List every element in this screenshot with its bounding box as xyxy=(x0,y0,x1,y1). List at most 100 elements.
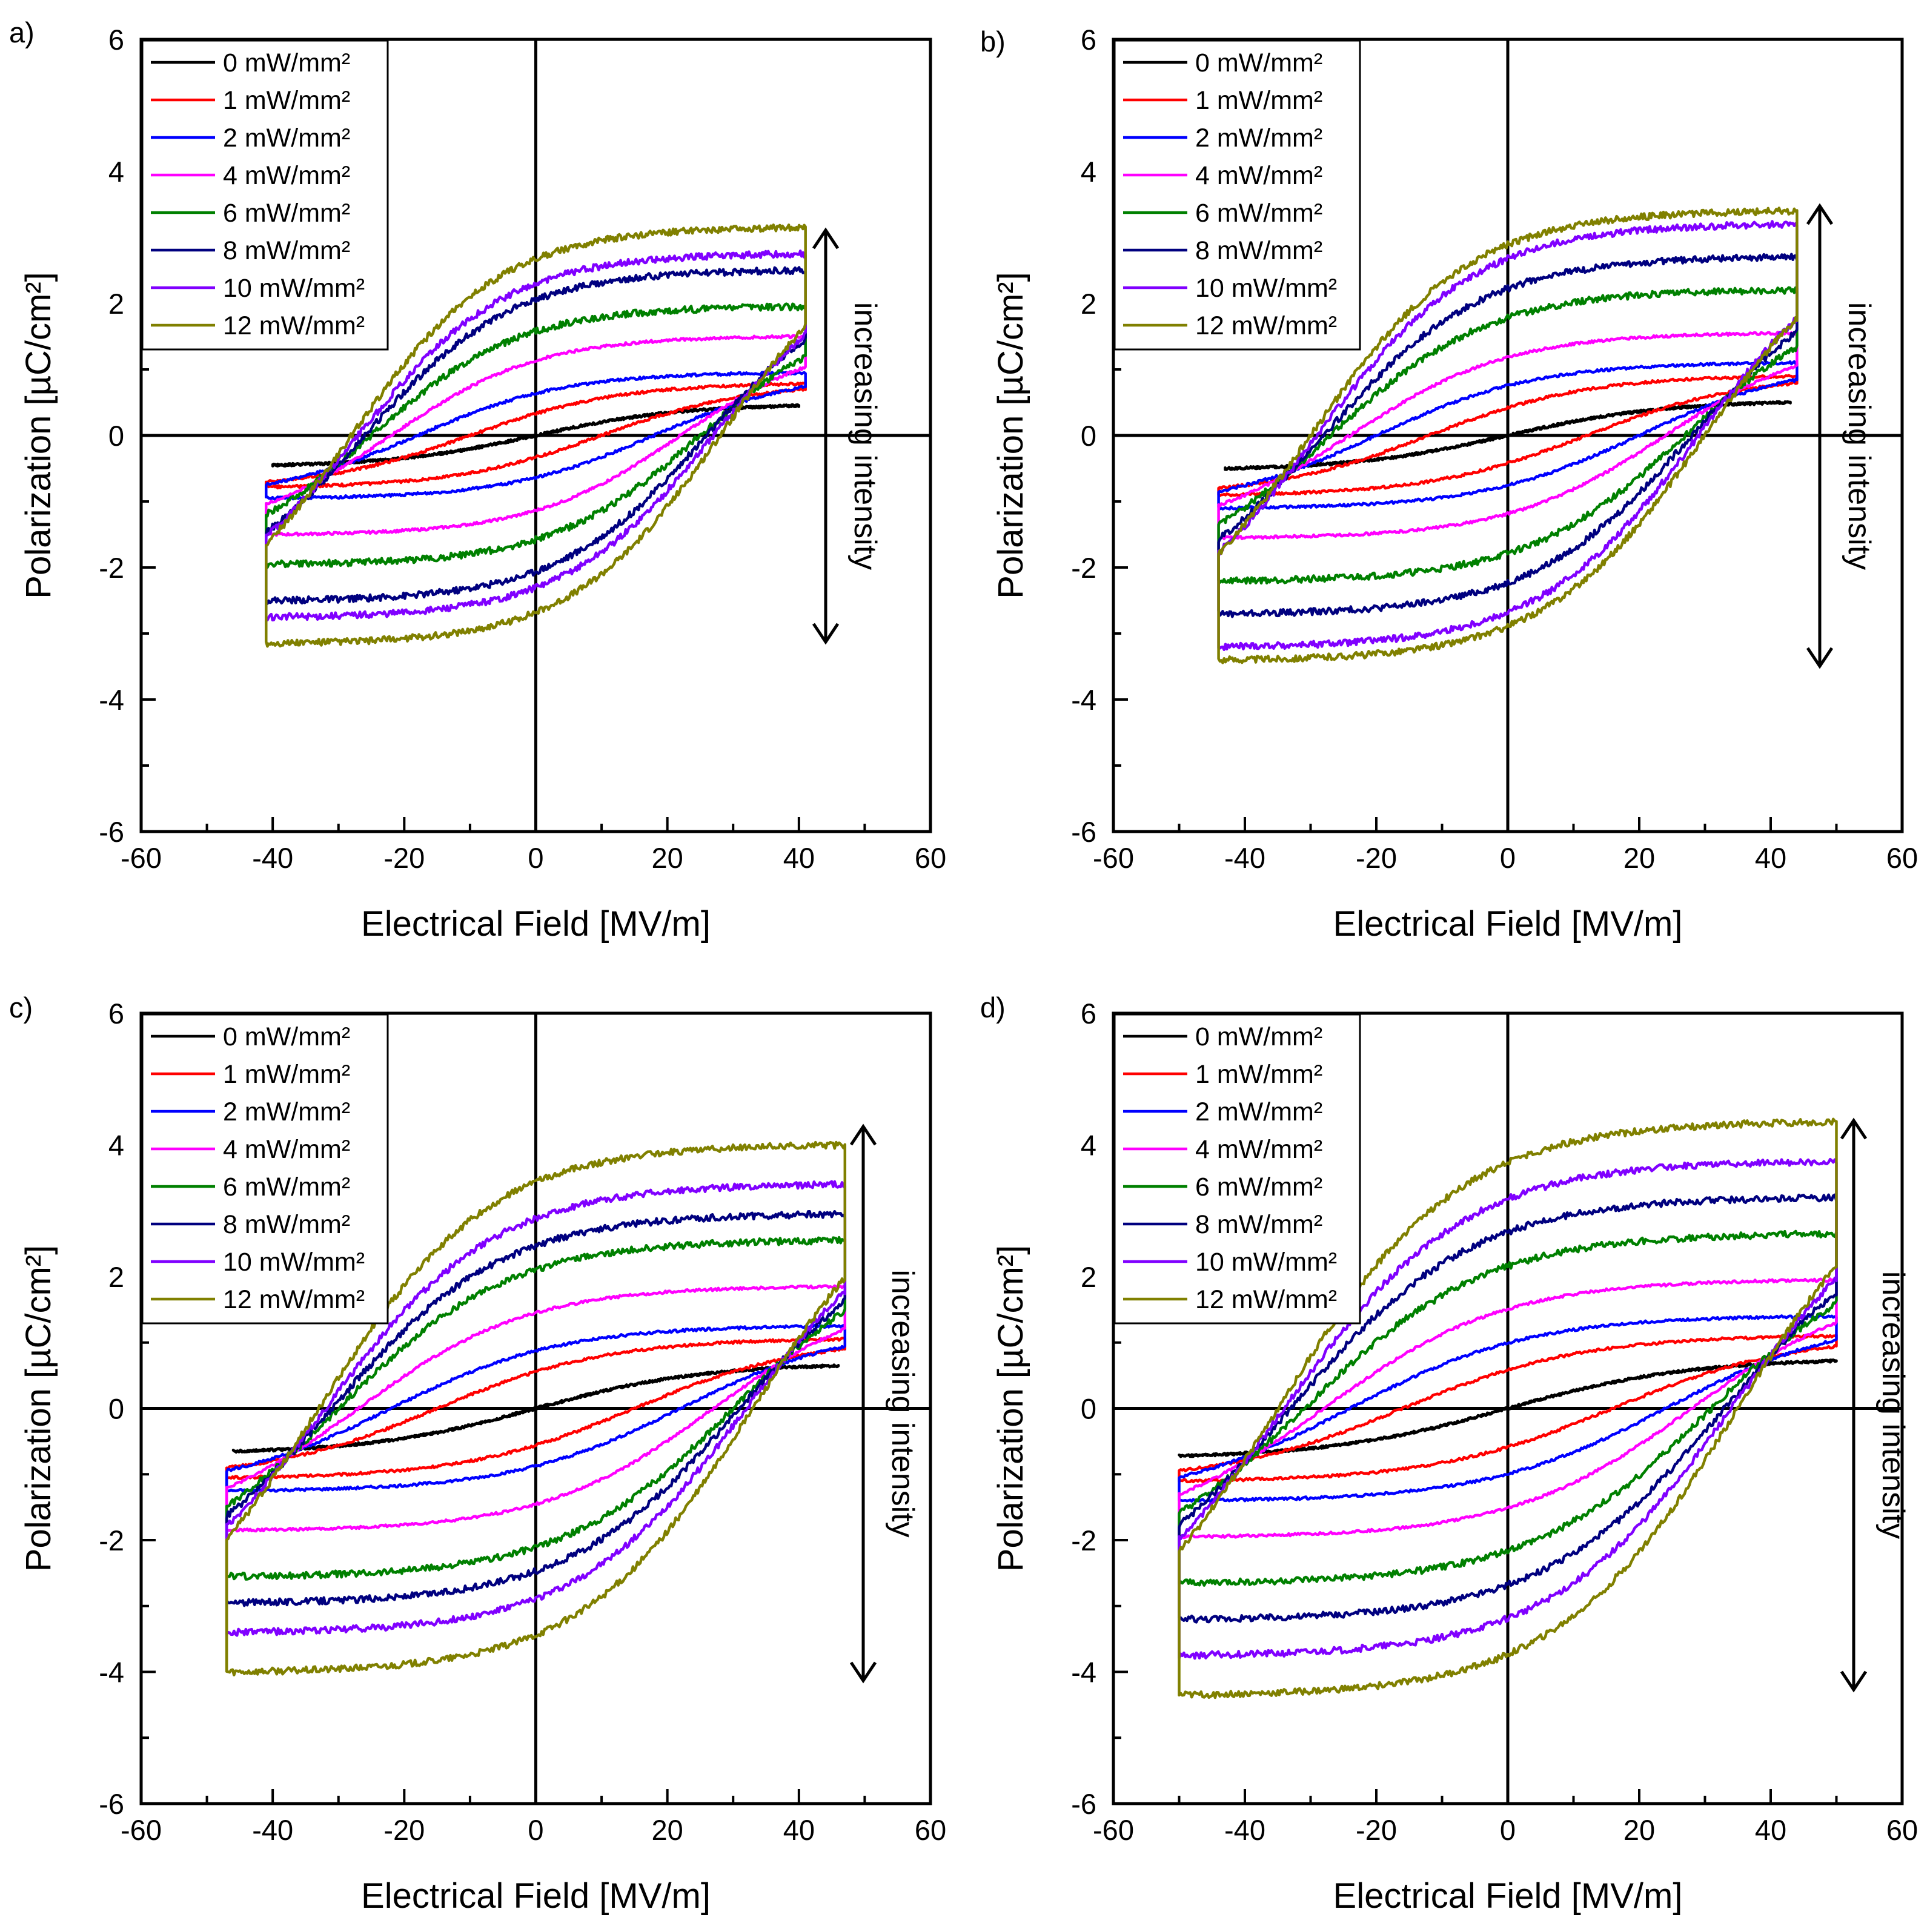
arrow-head-up xyxy=(849,1123,877,1146)
legend-entry: 0 mW/mm² xyxy=(1195,1022,1322,1051)
x-tick-label: -20 xyxy=(383,1814,425,1846)
y-axis-label: Polarization [µC/cm²] xyxy=(991,272,1030,598)
arrow-head-up xyxy=(812,227,840,250)
x-tick-label: 40 xyxy=(1755,842,1786,874)
x-axis-label: Electrical Field [MV/m] xyxy=(361,904,711,944)
legend-box xyxy=(141,1013,389,1325)
x-tick-label: 40 xyxy=(783,842,815,874)
y-axis-label: Polarization [µC/cm²] xyxy=(19,1245,58,1572)
y-tick-label: 6 xyxy=(108,24,124,56)
legend-entry: 8 mW/mm² xyxy=(223,1210,350,1239)
x-axis-label: Electrical Field [MV/m] xyxy=(361,1876,711,1916)
x-tick-label: -20 xyxy=(1356,1814,1397,1846)
arrow-head-down xyxy=(1806,647,1834,669)
legend-box xyxy=(1113,39,1361,351)
y-tick-label: 4 xyxy=(1081,1130,1096,1162)
y-tick-label: 6 xyxy=(108,997,124,1030)
panel-label: d) xyxy=(980,991,1006,1024)
x-tick-label: 20 xyxy=(1623,842,1655,874)
legend-entry: 1 mW/mm² xyxy=(1195,86,1322,115)
legend-entry: 1 mW/mm² xyxy=(223,86,350,115)
x-tick-label: -40 xyxy=(1224,842,1265,874)
legend-entry: 2 mW/mm² xyxy=(1195,124,1322,153)
x-tick-label: 0 xyxy=(528,842,543,874)
legend-entry: 8 mW/mm² xyxy=(1195,1210,1322,1239)
series-group xyxy=(1178,1117,1838,1699)
x-tick-label: 60 xyxy=(915,1814,946,1846)
y-tick-label: -6 xyxy=(99,816,124,848)
x-tick-label: 40 xyxy=(1755,1814,1786,1846)
x-tick-label: 20 xyxy=(652,1814,683,1846)
x-tick-label: -60 xyxy=(121,1814,162,1846)
legend-entry: 1 mW/mm² xyxy=(223,1060,350,1089)
legend-entry: 2 mW/mm² xyxy=(223,1097,350,1126)
series-line xyxy=(265,223,807,648)
legend-entry: 10 mW/mm² xyxy=(1195,1248,1337,1277)
x-tick-label: -20 xyxy=(383,842,425,874)
legend-entry: 4 mW/mm² xyxy=(223,1135,350,1164)
x-tick-label: 60 xyxy=(915,842,946,874)
legend-entry: 12 mW/mm² xyxy=(1195,1285,1337,1314)
increasing-intensity-annotation: increasing intensity xyxy=(885,1269,920,1537)
y-tick-label: -6 xyxy=(1071,816,1096,848)
series-line xyxy=(265,370,807,501)
legend: 0 mW/mm² 1 mW/mm² 2 mW/mm² 4 mW/mm² 6 mW/mm²… xyxy=(141,39,389,351)
legend-entry: 6 mW/mm² xyxy=(1195,1173,1322,1202)
panel-label: c) xyxy=(9,991,33,1024)
y-tick-label: 4 xyxy=(108,1130,124,1162)
legend-entry: 10 mW/mm² xyxy=(223,274,365,303)
x-tick-label: -40 xyxy=(252,842,293,874)
series-line xyxy=(271,403,801,468)
legend-box xyxy=(141,39,389,351)
arrow-head-down xyxy=(1840,1670,1868,1693)
legend: 0 mW/mm² 1 mW/mm² 2 mW/mm² 4 mW/mm² 6 mW/mm²… xyxy=(1113,39,1361,351)
x-tick-label: 0 xyxy=(1500,1814,1516,1846)
legend-entry: 8 mW/mm² xyxy=(1195,236,1322,265)
increasing-intensity-annotation: increasing intensity xyxy=(1842,302,1877,570)
legend-entry: 0 mW/mm² xyxy=(1195,48,1322,78)
y-tick-label: 0 xyxy=(108,420,124,452)
series-group xyxy=(225,1140,847,1676)
y-tick-label: -2 xyxy=(99,1524,124,1557)
y-tick-label: -2 xyxy=(99,552,124,584)
x-tick-label: -40 xyxy=(1224,1814,1265,1846)
x-tick-label: -60 xyxy=(121,842,162,874)
series-group xyxy=(265,223,807,648)
x-axis-label: Electrical Field [MV/m] xyxy=(1333,904,1683,944)
legend-entry: 4 mW/mm² xyxy=(223,161,350,190)
y-tick-label: 0 xyxy=(108,1393,124,1425)
series-line xyxy=(1217,207,1799,664)
y-tick-label: -4 xyxy=(99,684,124,716)
y-tick-label: 0 xyxy=(1081,420,1096,452)
arrow-head-down xyxy=(849,1661,877,1684)
y-axis-label: Polarization [µC/cm²] xyxy=(991,1245,1030,1572)
series-line xyxy=(225,1140,847,1676)
y-tick-label: -4 xyxy=(1071,684,1096,716)
x-tick-label: -60 xyxy=(1093,842,1134,874)
panel-label: b) xyxy=(980,25,1006,58)
x-tick-label: 40 xyxy=(783,1814,815,1846)
y-tick-label: -2 xyxy=(1071,1524,1096,1557)
legend-entry: 2 mW/mm² xyxy=(1195,1097,1322,1126)
legend-entry: 6 mW/mm² xyxy=(223,199,350,228)
x-axis-label: Electrical Field [MV/m] xyxy=(1333,1876,1683,1916)
y-tick-label: 6 xyxy=(1081,997,1096,1030)
x-tick-label: -60 xyxy=(1093,1814,1134,1846)
legend-entry: 2 mW/mm² xyxy=(223,124,350,153)
y-tick-label: -4 xyxy=(1071,1656,1096,1689)
increasing-intensity-annotation: increasing intensity xyxy=(847,302,883,570)
series-line xyxy=(231,1363,840,1454)
y-tick-label: 2 xyxy=(108,288,124,320)
legend-box xyxy=(1113,1013,1361,1325)
y-tick-label: -6 xyxy=(1071,1788,1096,1820)
y-axis-label: Polarization [µC/cm²] xyxy=(19,272,58,598)
legend-entry: 12 mW/mm² xyxy=(1195,311,1337,340)
legend-entry: 6 mW/mm² xyxy=(1195,199,1322,228)
arrow-head-up xyxy=(1840,1117,1868,1140)
x-tick-label: -40 xyxy=(252,1814,293,1846)
x-tick-label: -20 xyxy=(1356,842,1397,874)
series-line xyxy=(1178,1117,1838,1699)
increasing-intensity-annotation: increasing intensity xyxy=(1875,1271,1911,1539)
